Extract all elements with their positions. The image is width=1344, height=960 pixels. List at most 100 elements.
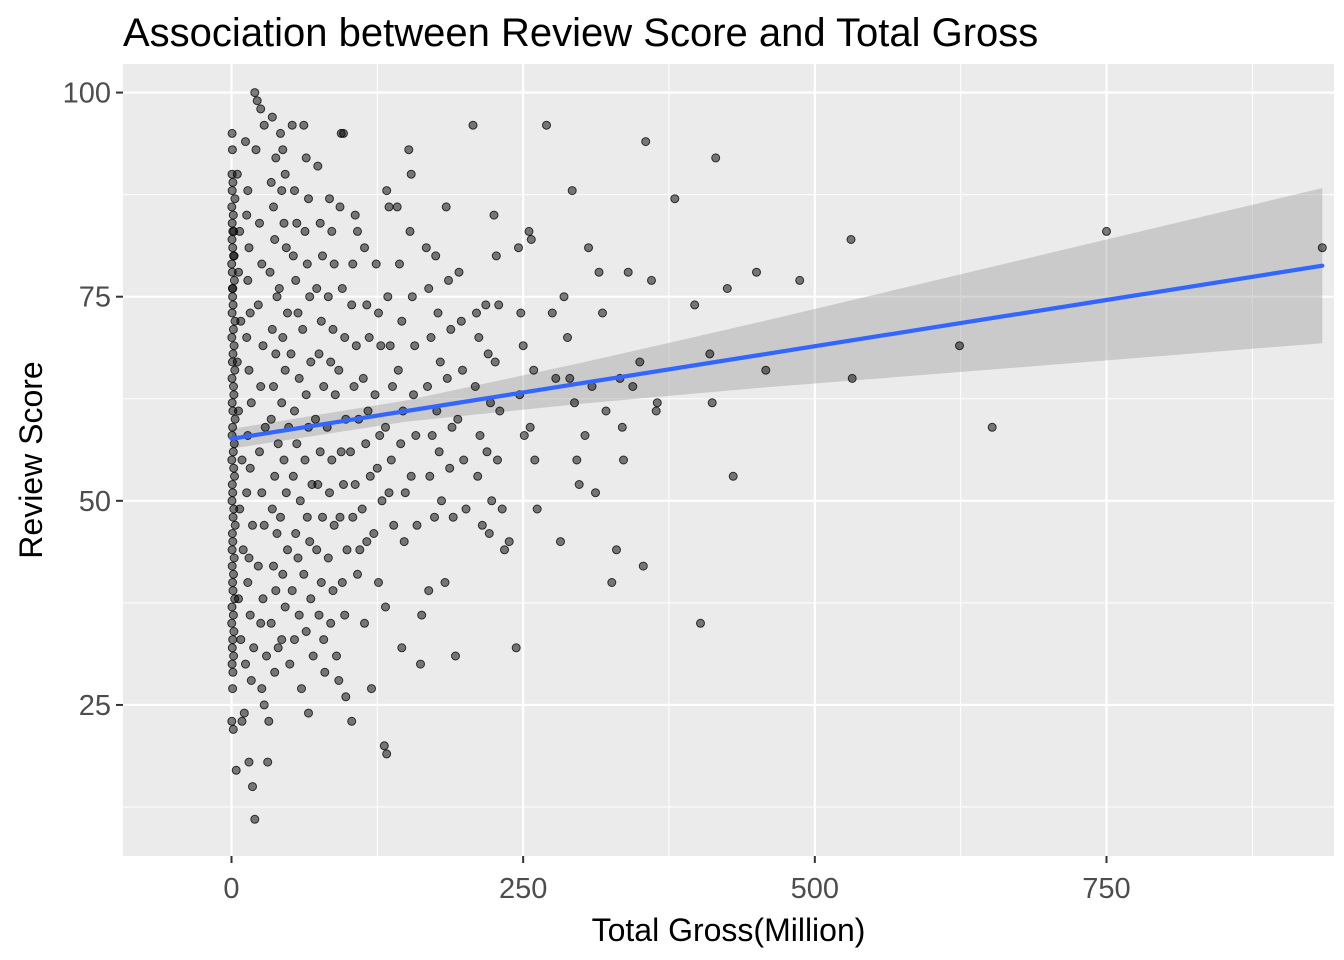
data-point <box>228 578 238 587</box>
data-point <box>525 422 535 432</box>
data-point <box>375 431 385 440</box>
data-point <box>376 341 386 351</box>
data-point <box>270 235 280 244</box>
data-point <box>647 275 656 285</box>
data-point <box>369 529 379 538</box>
data-point <box>270 667 280 677</box>
data-point <box>728 471 738 481</box>
data-point <box>567 186 577 196</box>
data-point <box>601 406 611 416</box>
data-point <box>234 594 243 604</box>
data-point <box>382 186 392 196</box>
data-point <box>227 218 237 228</box>
data-point <box>294 373 304 383</box>
data-point <box>313 161 323 171</box>
data-point <box>228 300 238 310</box>
data-point <box>638 561 648 571</box>
data-point <box>241 137 250 147</box>
data-point <box>298 324 308 334</box>
data-point <box>312 284 322 293</box>
data-point <box>468 120 478 130</box>
data-point <box>305 537 315 547</box>
data-point <box>337 284 347 293</box>
data-point <box>229 463 239 473</box>
data-point <box>367 684 376 694</box>
data-point <box>228 610 238 620</box>
data-point <box>244 757 254 767</box>
y-axis-label: Review Score <box>13 361 49 558</box>
data-point <box>308 651 318 661</box>
data-point <box>276 512 285 522</box>
data-point <box>286 349 296 359</box>
data-point <box>299 120 309 130</box>
data-point <box>330 390 340 400</box>
y-axis-ticks: 25 50 75 100 <box>63 78 123 722</box>
data-point <box>430 512 439 522</box>
data-point <box>228 422 238 432</box>
data-point <box>244 553 254 563</box>
data-point <box>292 439 302 449</box>
data-point <box>514 243 523 253</box>
data-point <box>353 569 362 579</box>
data-point <box>346 447 355 457</box>
data-point <box>288 251 298 261</box>
data-point <box>251 145 261 155</box>
data-point <box>257 259 267 269</box>
data-point <box>382 749 392 759</box>
data-point <box>227 235 237 244</box>
data-point <box>371 259 381 269</box>
data-point <box>421 243 431 253</box>
data-point <box>348 259 358 269</box>
data-point <box>580 431 590 440</box>
data-point <box>243 578 253 587</box>
data-point <box>227 284 237 293</box>
data-point <box>301 390 311 400</box>
x-axis-ticks: 0 250 500 750 <box>223 856 1131 905</box>
data-point <box>360 618 369 628</box>
data-point <box>227 145 237 155</box>
confidence-band-layer <box>231 188 1323 449</box>
confidence-band <box>231 188 1323 449</box>
data-point <box>312 545 322 555</box>
data-point <box>337 578 347 587</box>
data-point <box>329 259 339 269</box>
data-point <box>594 267 604 277</box>
data-point <box>365 471 375 481</box>
data-point <box>227 373 237 383</box>
data-point <box>291 529 301 538</box>
data-point <box>230 365 240 375</box>
data-point <box>328 324 338 334</box>
data-point <box>259 520 269 530</box>
data-point <box>384 488 394 498</box>
data-point <box>248 782 257 792</box>
data-point <box>236 635 246 645</box>
data-point <box>447 422 457 432</box>
y-tick-label: 100 <box>63 78 111 110</box>
data-point <box>444 275 453 285</box>
data-point <box>342 545 352 555</box>
data-point <box>262 651 271 661</box>
data-point <box>628 382 638 391</box>
data-point <box>228 667 238 677</box>
data-point <box>266 177 276 187</box>
data-point <box>1317 243 1327 253</box>
data-point <box>316 578 326 587</box>
data-point <box>329 520 339 530</box>
data-point <box>229 275 239 285</box>
data-point <box>259 120 269 130</box>
data-point <box>526 235 536 244</box>
data-point <box>280 169 290 179</box>
data-point <box>253 561 263 571</box>
data-point <box>272 529 282 538</box>
data-point <box>319 635 329 645</box>
data-point <box>690 300 700 310</box>
data-point <box>396 439 406 449</box>
data-point <box>278 569 288 579</box>
data-point <box>230 194 240 204</box>
data-point <box>305 292 315 302</box>
data-point <box>530 455 540 465</box>
data-point <box>570 398 579 408</box>
data-point <box>519 431 529 440</box>
data-point <box>435 357 445 367</box>
data-point <box>257 684 267 694</box>
